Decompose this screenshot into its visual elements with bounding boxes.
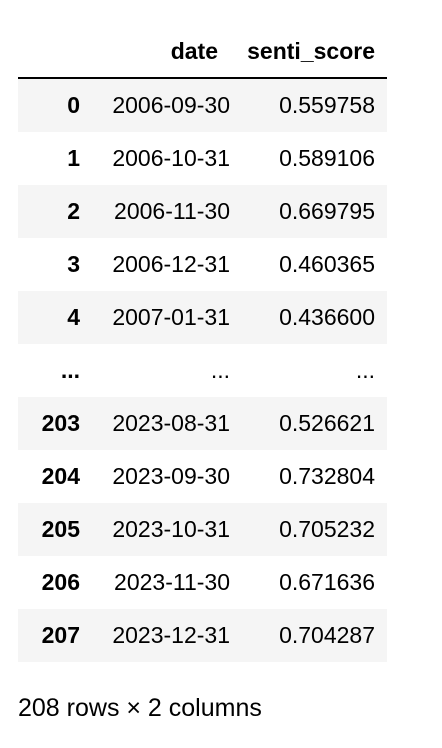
table-header: date senti_score xyxy=(18,25,387,79)
table-row: 1 2006-10-31 0.589106 xyxy=(18,132,387,185)
dataframe-shape-label: 208 rows × 2 columns xyxy=(18,694,262,722)
senti-score-cell: 0.705232 xyxy=(279,516,375,542)
table-row: 205 2023-10-31 0.705232 xyxy=(18,503,387,556)
date-cell: 2006-11-30 xyxy=(114,198,230,224)
row-index: 203 xyxy=(41,410,80,436)
row-index: 1 xyxy=(67,145,80,171)
row-index: 0 xyxy=(67,92,80,118)
table-row: 204 2023-09-30 0.732804 xyxy=(18,450,387,503)
table-row: 0 2006-09-30 0.559758 xyxy=(18,78,387,132)
date-cell: 2006-12-31 xyxy=(112,251,230,277)
date-cell: 2023-09-30 xyxy=(112,463,230,489)
index-header xyxy=(18,25,84,79)
header-row: date senti_score xyxy=(18,25,387,79)
table-row: 206 2023-11-30 0.671636 xyxy=(18,556,387,609)
date-cell: 2007-01-31 xyxy=(112,304,230,330)
senti-score-cell: 0.460365 xyxy=(279,251,375,277)
date-cell: 2006-10-31 xyxy=(112,145,230,171)
date-cell: 2023-08-31 xyxy=(112,410,230,436)
senti-score-cell: 0.589106 xyxy=(279,145,375,171)
row-index: 3 xyxy=(67,251,80,277)
date-cell: ... xyxy=(210,357,230,383)
table-row: 207 2023-12-31 0.704287 xyxy=(18,609,387,662)
date-cell: 2023-11-30 xyxy=(114,569,230,595)
table-row: 3 2006-12-31 0.460365 xyxy=(18,238,387,291)
row-index: 4 xyxy=(67,304,80,330)
date-cell: 2023-12-31 xyxy=(112,622,230,648)
ellipsis-row: ... ... ... xyxy=(18,344,387,397)
senti-score-cell: 0.526621 xyxy=(279,410,375,436)
senti-score-cell: 0.669795 xyxy=(279,198,375,224)
row-index: 207 xyxy=(41,622,80,648)
row-index: 206 xyxy=(41,569,80,595)
row-index: 2 xyxy=(67,198,80,224)
row-index: 205 xyxy=(41,516,80,542)
senti-score-cell: ... xyxy=(355,357,375,383)
senti-score-cell: 0.704287 xyxy=(279,622,375,648)
row-index: 204 xyxy=(41,463,80,489)
row-index: ... xyxy=(60,357,80,383)
table-row: 4 2007-01-31 0.436600 xyxy=(18,291,387,344)
senti-score-cell: 0.436600 xyxy=(279,304,375,330)
senti-score-cell: 0.671636 xyxy=(279,569,375,595)
date-cell: 2006-09-30 xyxy=(112,92,230,118)
table-row: 203 2023-08-31 0.526621 xyxy=(18,397,387,450)
dataframe-table: date senti_score 0 2006-09-30 0.559758 1… xyxy=(18,25,387,662)
date-cell: 2023-10-31 xyxy=(112,516,230,542)
table-body: 0 2006-09-30 0.559758 1 2006-10-31 0.589… xyxy=(18,78,387,662)
table-row: 2 2006-11-30 0.669795 xyxy=(18,185,387,238)
senti-score-cell: 0.559758 xyxy=(279,92,375,118)
column-header-senti-score: senti_score xyxy=(230,25,387,79)
column-header-date: date xyxy=(84,25,230,79)
senti-score-cell: 0.732804 xyxy=(279,463,375,489)
